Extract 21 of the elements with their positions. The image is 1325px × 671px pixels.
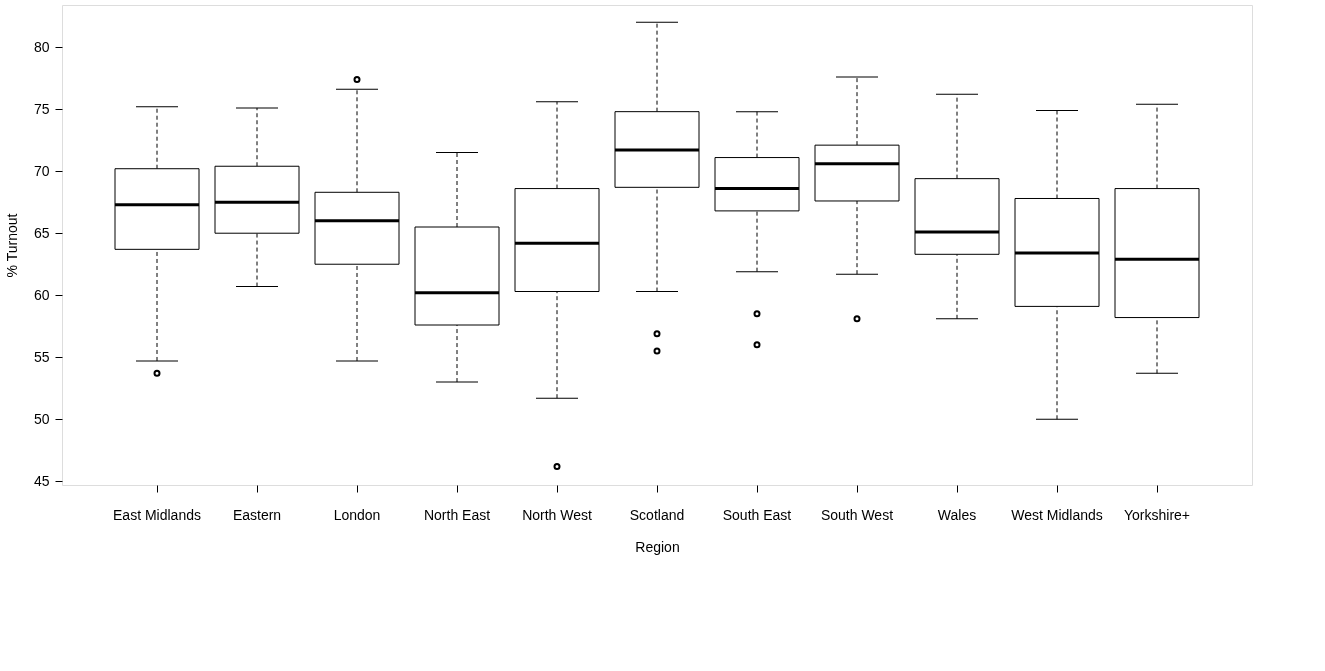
- x-tick-label: South East: [722, 506, 792, 523]
- y-tick-label: 45: [33, 472, 50, 489]
- x-tick-label: Yorkshire+: [1123, 506, 1191, 523]
- y-tick-label: 75: [33, 100, 50, 117]
- y-tick-label: 65: [33, 224, 50, 241]
- y-tick-label: 50: [33, 410, 50, 427]
- y-tick-label: 60: [33, 286, 50, 303]
- x-tick-label: Scotland: [629, 506, 685, 523]
- x-tick-label: London: [333, 506, 381, 523]
- x-tick-label: South West: [820, 506, 894, 523]
- x-tick-label: Wales: [937, 506, 977, 523]
- y-tick-label: 70: [33, 162, 50, 179]
- y-tick-label: 55: [33, 348, 50, 365]
- x-axis-title: Region: [635, 538, 680, 555]
- x-tick-label: Eastern: [232, 506, 282, 523]
- y-axis-title: % Turnout: [3, 213, 20, 278]
- x-tick-label: West Midlands: [1011, 506, 1103, 523]
- x-tick-label: North West: [522, 506, 592, 523]
- x-tick-label: East Midlands: [113, 506, 201, 523]
- y-tick-label: 80: [33, 38, 50, 55]
- x-tick-label: North East: [423, 506, 491, 523]
